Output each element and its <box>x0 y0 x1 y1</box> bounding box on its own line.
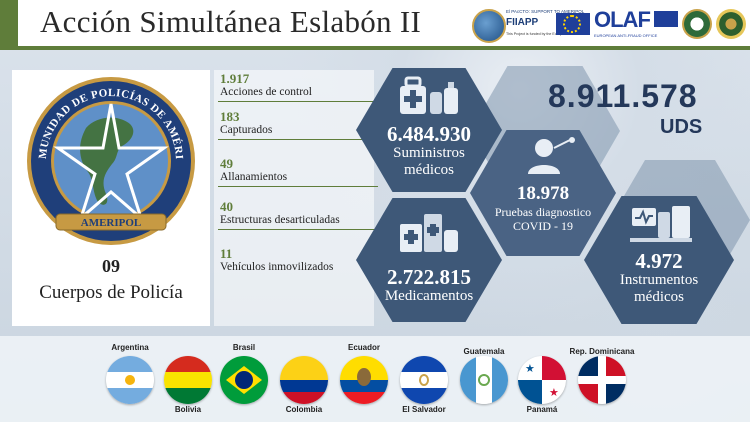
total-value: 8.911.578 <box>548 78 698 114</box>
stat-label: Capturados <box>220 124 273 136</box>
hexagon-instrumentos-text: 4.972 Instrumentos médicos <box>584 250 734 306</box>
hexagon-suministros-text: 6.484.930 Suministros médicos <box>356 123 502 179</box>
instrumentos-label-2: médicos <box>634 289 684 305</box>
medical-instruments-icon <box>630 206 692 242</box>
pruebas-value: 18.978 <box>516 183 570 204</box>
stat-item: 1.917 Acciones de control <box>218 71 378 102</box>
olaf-subtitle: EUROPEAN ANTI-FRAUD OFFICE <box>594 33 658 38</box>
stat-divider <box>218 101 378 102</box>
medical-supplies-icon <box>400 76 458 114</box>
fiiapp-logo: El PAcCTO: SUPPORT TO AMERIPOL FIIAPP Th… <box>506 9 585 41</box>
police-crest-logo <box>716 9 746 39</box>
bolivia-flag-icon <box>164 356 212 404</box>
suministros-label: Suministros <box>393 145 465 161</box>
country-label: Argentina <box>111 343 149 352</box>
stat-divider <box>218 139 378 140</box>
header-underline <box>0 46 750 50</box>
medicine-boxes-icon <box>400 214 458 252</box>
stat-value: 183 <box>220 109 240 124</box>
stat-item: 183 Capturados <box>218 109 378 140</box>
hexagon-medicamentos-text: 2.722.815 Medicamentos <box>356 266 502 305</box>
country-label: Bolivia <box>174 405 202 414</box>
olaf-eu-flag-icon <box>654 11 678 27</box>
olaf-logo: OLAF EUROPEAN ANTI-FRAUD OFFICE <box>594 9 680 41</box>
dominican-republic-flag-icon <box>578 356 626 404</box>
header: Acción Simultánea Eslabón II El PAcCTO: … <box>0 0 750 50</box>
stat-label: Vehículos inmovilizados <box>220 261 334 273</box>
el-salvador-flag-icon <box>400 356 448 404</box>
stat-item: 49 Allanamientos <box>218 156 378 187</box>
country-label: El Salvador <box>402 405 446 414</box>
hexagon-pruebas-text: 18.978 Pruebas diagnostico COVID - 19 <box>470 183 616 233</box>
stat-value: 49 <box>220 156 233 171</box>
country-label: Rep. Dominicana <box>569 347 635 356</box>
police-corps-label: Cuerpos de Policía <box>39 282 183 303</box>
stat-label: Allanamientos <box>220 171 288 183</box>
country-label: Panamá <box>526 405 558 414</box>
brazil-flag-icon <box>220 356 268 404</box>
stat-label: Estructuras desarticuladas <box>220 214 340 226</box>
country-label: Ecuador <box>347 343 380 352</box>
partner-logos: El PAcCTO: SUPPORT TO AMERIPOL FIIAPP Th… <box>472 9 748 43</box>
ameripol-globe-logo <box>472 9 506 43</box>
suministros-value: 6.484.930 <box>387 122 471 146</box>
police-seal-logo <box>682 9 712 39</box>
page-title: Acción Simultánea Eslabón II <box>40 4 422 39</box>
eu-flag-logo <box>556 13 590 35</box>
police-corps-count: 09 <box>102 256 120 276</box>
colombia-flag-icon <box>280 356 328 404</box>
stat-divider <box>218 186 378 187</box>
instrumentos-value: 4.972 <box>635 249 683 273</box>
country-label: Colombia <box>285 405 323 414</box>
argentina-flag-icon <box>106 356 154 404</box>
suministros-label-2: médicos <box>404 162 454 178</box>
medicamentos-label: Medicamentos <box>384 288 474 304</box>
ecuador-flag-icon <box>340 356 388 404</box>
header-accent-bar <box>0 0 18 50</box>
stat-value: 40 <box>220 199 233 214</box>
ameripol-emblem: COMUNIDAD DE POLICÍAS DE AMÉRICA AMERIPO… <box>26 76 195 245</box>
medicamentos-value: 2.722.815 <box>387 265 471 289</box>
country-label: Brasil <box>232 343 256 352</box>
country-label: Guatemala <box>463 347 505 356</box>
emblem-band-text: AMERIPOL <box>81 217 142 229</box>
stat-item: 40 Estructuras desarticuladas <box>218 199 378 230</box>
pruebas-label: Pruebas diagnostico <box>494 205 592 219</box>
stat-item: 11 Vehículos inmovilizados <box>220 247 366 274</box>
pruebas-label-2: COVID - 19 <box>513 219 573 233</box>
stat-label: Acciones de control <box>220 86 312 98</box>
stat-value: 11 <box>220 246 233 261</box>
total-unit: UDS <box>660 116 703 138</box>
ameripol-panel: COMUNIDAD DE POLICÍAS DE AMÉRICA AMERIPO… <box>12 70 210 326</box>
panama-flag-icon: ★ ★ <box>518 356 566 404</box>
fiiapp-tagline: El PAcCTO: SUPPORT TO AMERIPOL <box>506 9 585 15</box>
hexagon-suministros <box>356 68 502 192</box>
fiiapp-name: FIIAPP <box>506 17 539 28</box>
stat-divider <box>218 229 378 230</box>
covid-test-icon <box>528 137 575 174</box>
stat-value: 1.917 <box>220 71 250 86</box>
instrumentos-label: Instrumentos <box>619 272 699 288</box>
olaf-name: OLAF <box>594 7 651 32</box>
fiiapp-funding: This Project is funded by the European U… <box>506 31 579 36</box>
stats-panel <box>214 70 374 326</box>
guatemala-flag-icon <box>460 356 508 404</box>
